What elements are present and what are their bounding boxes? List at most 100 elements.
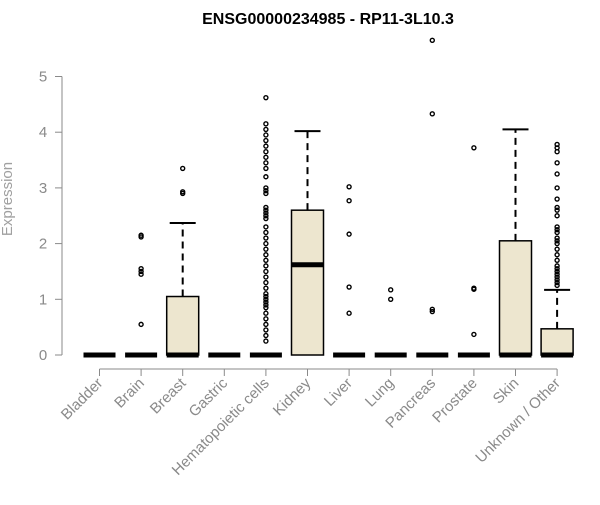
outlier-point bbox=[263, 302, 269, 308]
y-tick-label: 1 bbox=[39, 291, 47, 308]
outlier-point bbox=[263, 257, 269, 264]
outlier-point bbox=[263, 210, 269, 216]
outlier-point bbox=[263, 246, 269, 252]
outlier-point bbox=[138, 268, 144, 275]
x-tick-label: Brain bbox=[111, 375, 148, 412]
outlier-point bbox=[263, 126, 269, 133]
x-tick-label: Prostate bbox=[429, 375, 481, 427]
outlier-point bbox=[554, 171, 560, 177]
outlier-point bbox=[554, 207, 560, 213]
outlier-point bbox=[429, 111, 435, 117]
x-tick-label: Bladder bbox=[58, 375, 107, 424]
outlier-point bbox=[263, 304, 269, 311]
x-tick-label: Skin bbox=[490, 375, 523, 408]
outlier-point bbox=[346, 231, 352, 237]
outlier-point bbox=[554, 257, 560, 264]
outlier-point bbox=[263, 299, 269, 305]
outlier-point bbox=[554, 265, 560, 272]
outlier-point bbox=[263, 229, 269, 236]
box bbox=[540, 328, 574, 356]
outlier-point bbox=[263, 137, 269, 144]
y-axis-label: Expression bbox=[0, 162, 16, 236]
outlier-point bbox=[429, 306, 435, 313]
outlier-point bbox=[263, 327, 269, 333]
outlier-point bbox=[429, 37, 435, 43]
outlier-point bbox=[263, 296, 269, 302]
outlier-point bbox=[554, 204, 560, 211]
outlier-point bbox=[263, 215, 269, 222]
outlier-point bbox=[263, 204, 269, 211]
outlier-point bbox=[346, 310, 352, 316]
box bbox=[290, 209, 325, 356]
outlier-point bbox=[346, 184, 352, 190]
outlier-point bbox=[554, 268, 560, 275]
outlier-point bbox=[554, 274, 560, 280]
outlier-point bbox=[346, 284, 352, 290]
outlier-point bbox=[263, 154, 269, 160]
box bbox=[498, 240, 533, 356]
outlier-point bbox=[554, 252, 560, 258]
x-tick-label: Breast bbox=[147, 374, 190, 417]
outlier-point bbox=[263, 291, 269, 297]
outlier-point bbox=[554, 235, 560, 241]
outlier-point bbox=[263, 224, 269, 230]
outlier-point bbox=[263, 240, 269, 247]
outlier-point bbox=[263, 338, 269, 344]
outlier-point bbox=[263, 132, 269, 138]
outlier-point bbox=[554, 226, 560, 233]
y-tick-label: 5 bbox=[39, 69, 47, 86]
outlier-point bbox=[263, 207, 269, 213]
outlier-point bbox=[263, 213, 269, 219]
outlier-point bbox=[263, 268, 269, 275]
outlier-point bbox=[263, 165, 269, 172]
outlier-point bbox=[554, 277, 560, 283]
outlier-point bbox=[554, 246, 560, 252]
outlier-point bbox=[554, 282, 560, 289]
x-tick-label: Liver bbox=[321, 375, 356, 410]
y-tick-label: 2 bbox=[39, 236, 47, 253]
outlier-point bbox=[263, 316, 269, 322]
outlier-point bbox=[554, 238, 560, 244]
outlier-point bbox=[263, 174, 269, 180]
outlier-point bbox=[263, 293, 269, 300]
outlier-point bbox=[138, 321, 144, 328]
outlier-point bbox=[263, 310, 269, 316]
outlier-point bbox=[554, 279, 560, 286]
outlier-point bbox=[554, 213, 560, 219]
outlier-point bbox=[554, 229, 560, 236]
outlier-point bbox=[554, 224, 560, 230]
outlier-point bbox=[263, 185, 269, 191]
outlier-point bbox=[263, 285, 269, 291]
outlier-point bbox=[179, 189, 186, 195]
outlier-point bbox=[138, 271, 144, 277]
outlier-point bbox=[554, 160, 560, 166]
outlier-point bbox=[263, 252, 269, 258]
outlier-point bbox=[388, 287, 394, 293]
outlier-point bbox=[263, 121, 269, 127]
outlier-point bbox=[554, 185, 560, 191]
outlier-point bbox=[429, 308, 435, 315]
outlier-point bbox=[471, 285, 477, 291]
outlier-point bbox=[263, 94, 269, 101]
outlier-point bbox=[263, 274, 269, 280]
outlier-point bbox=[554, 271, 560, 277]
outlier-point bbox=[346, 198, 352, 204]
x-tick-label: Kidney bbox=[270, 374, 315, 419]
outlier-point bbox=[179, 165, 186, 172]
outlier-point bbox=[263, 143, 269, 149]
y-tick-label: 4 bbox=[39, 124, 47, 141]
outlier-point bbox=[138, 232, 144, 238]
outlier-point bbox=[263, 190, 269, 197]
outlier-point bbox=[263, 148, 269, 155]
outlier-point bbox=[138, 265, 144, 272]
outlier-point bbox=[554, 240, 560, 247]
outlier-point bbox=[263, 321, 269, 328]
outlier-point bbox=[263, 160, 269, 166]
chart-title: ENSG00000234985 - RP11-3L10.3 bbox=[202, 11, 454, 28]
outlier-point bbox=[554, 263, 560, 269]
outlier-point bbox=[263, 235, 269, 241]
outlier-point bbox=[471, 145, 477, 151]
outlier-point bbox=[263, 279, 269, 286]
